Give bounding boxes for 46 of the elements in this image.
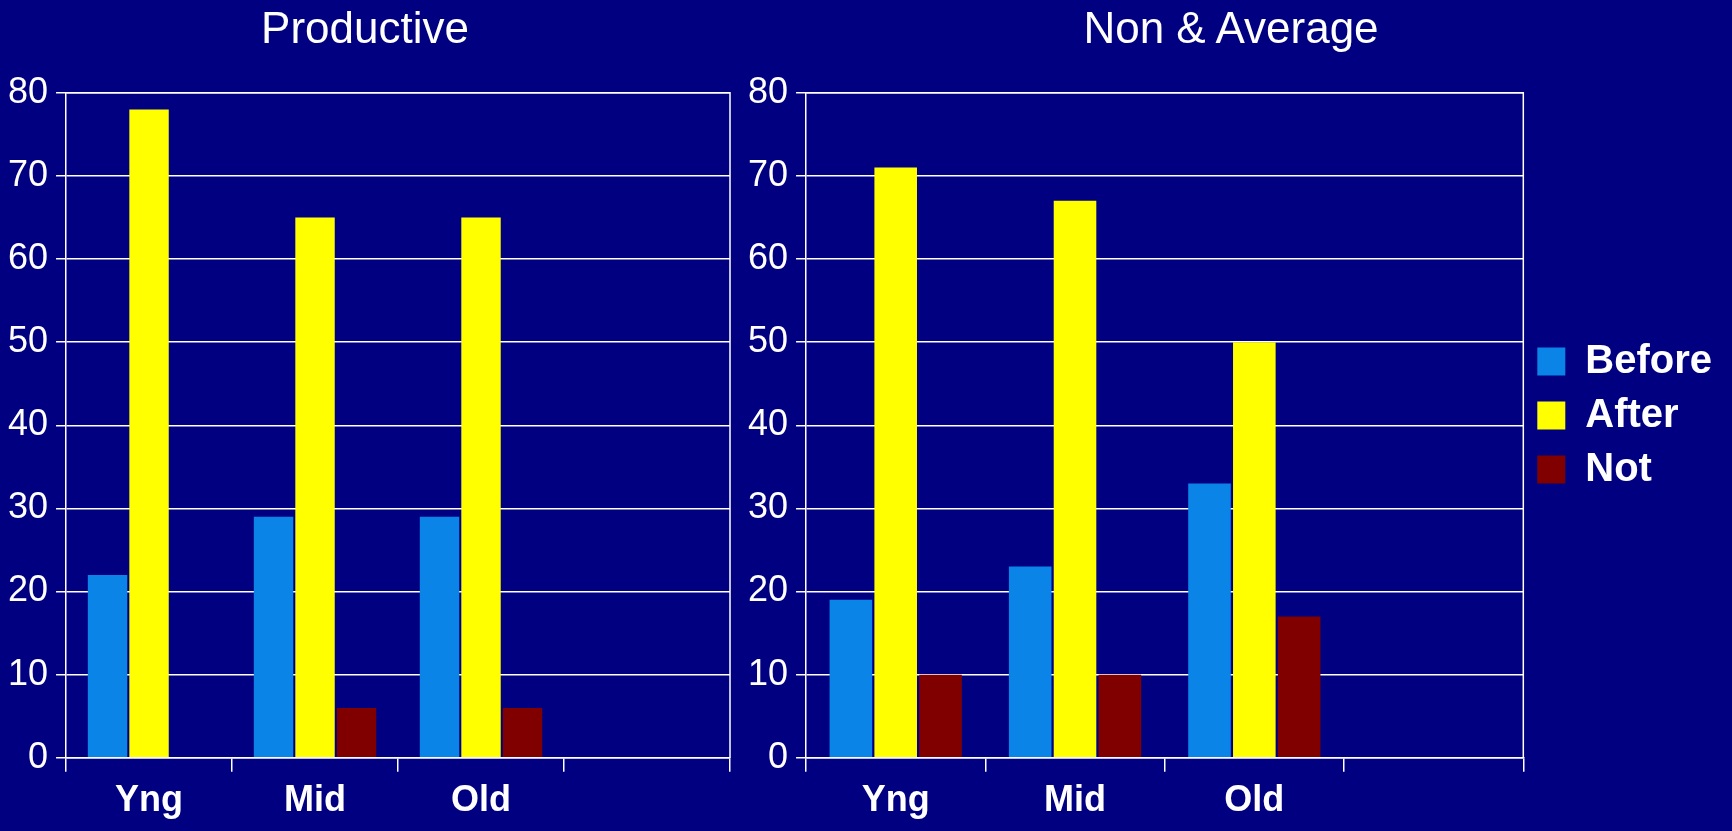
bar xyxy=(1008,566,1052,758)
y-tick-label: 70 xyxy=(748,152,789,194)
y-tick-label: 50 xyxy=(748,319,789,361)
bar xyxy=(1188,483,1231,758)
legend-label: Before xyxy=(1585,336,1712,381)
y-tick-label: 80 xyxy=(8,69,49,111)
bar xyxy=(253,516,294,758)
bar xyxy=(1053,200,1097,758)
y-tick-label: 10 xyxy=(748,651,789,693)
y-tick-label: 70 xyxy=(8,152,49,194)
y-tick-label: 0 xyxy=(768,734,789,776)
y-tick-label: 80 xyxy=(748,69,789,111)
y-tick-label: 60 xyxy=(8,235,49,277)
bar xyxy=(461,217,501,758)
bar xyxy=(829,599,873,758)
bar xyxy=(129,109,169,758)
bar xyxy=(502,707,543,758)
bar xyxy=(87,574,128,758)
y-tick-label: 40 xyxy=(748,402,789,444)
bar xyxy=(336,707,377,758)
bar xyxy=(1098,674,1142,758)
bar xyxy=(1277,616,1321,758)
y-tick-label: 40 xyxy=(8,402,49,444)
x-tick-label: Mid xyxy=(1044,778,1107,820)
y-tick-label: 30 xyxy=(8,485,49,527)
x-tick-label: Yng xyxy=(115,778,184,820)
bar xyxy=(874,167,917,758)
bar xyxy=(1233,342,1276,758)
bar xyxy=(919,674,962,758)
legend-label: Not xyxy=(1585,444,1652,489)
y-tick-label: 20 xyxy=(748,568,789,610)
chart-title: Non & Average xyxy=(1083,2,1379,52)
legend-label: After xyxy=(1585,390,1679,435)
y-tick-label: 60 xyxy=(748,235,789,277)
y-tick-label: 50 xyxy=(8,319,49,361)
y-tick-label: 30 xyxy=(748,485,789,527)
y-tick-label: 10 xyxy=(8,651,49,693)
y-tick-label: 0 xyxy=(28,734,49,776)
bar xyxy=(419,516,460,758)
bar xyxy=(295,217,335,758)
chart-title: Productive xyxy=(261,2,469,52)
x-tick-label: Yng xyxy=(861,778,930,820)
y-tick-label: 20 xyxy=(8,568,49,610)
x-tick-label: Old xyxy=(1224,778,1285,820)
x-tick-label: Mid xyxy=(284,778,347,820)
x-tick-label: Old xyxy=(451,778,512,820)
